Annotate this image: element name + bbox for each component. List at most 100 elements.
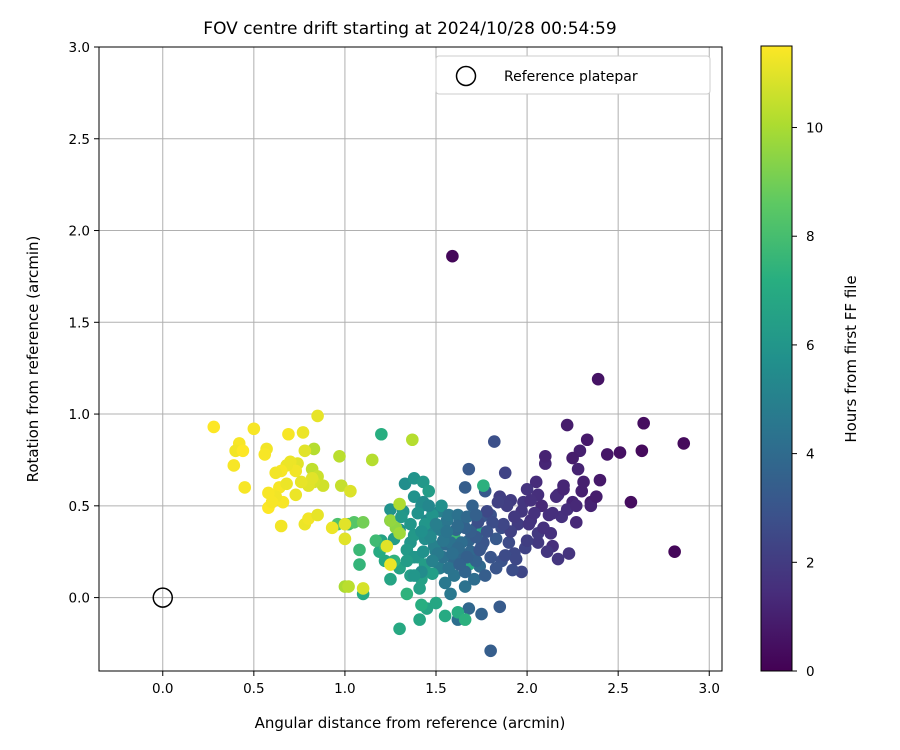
data-point (294, 475, 308, 489)
colorbar-gradient (760, 45, 793, 672)
colorbar-tick-label: 0 (806, 664, 815, 680)
data-point (487, 435, 501, 448)
data-point (560, 418, 574, 432)
data-point (477, 479, 490, 492)
data-point (584, 499, 598, 513)
y-tick-label: 1.5 (69, 315, 90, 331)
y-tick-label: 0.0 (69, 591, 90, 607)
plot-frame (98, 46, 723, 672)
data-point (489, 532, 503, 546)
data-point (551, 552, 565, 566)
colorbar-label: Hours from first FF file (842, 275, 860, 442)
data-point (384, 503, 397, 516)
data-point (462, 462, 476, 476)
data-point (296, 426, 310, 439)
data-point (668, 545, 681, 559)
x-tick-label: 1.0 (334, 681, 355, 697)
data-point (444, 587, 457, 601)
data-point (395, 510, 408, 524)
y-tick-label: 2.5 (69, 132, 90, 148)
data-point (400, 587, 414, 601)
data-point (289, 464, 303, 478)
data-point (593, 473, 607, 487)
x-tick-label: 1.5 (425, 681, 446, 697)
data-point (502, 536, 516, 549)
data-point (426, 567, 439, 581)
data-point (524, 494, 538, 507)
data-point (274, 519, 288, 533)
data-point (478, 569, 492, 582)
data-point (282, 427, 295, 441)
data-point (467, 572, 481, 586)
data-point (416, 475, 430, 489)
data-point (258, 448, 272, 461)
x-tick-label: 2.5 (607, 681, 628, 697)
data-point (289, 488, 303, 502)
y-axis-label: Rotation from reference (arcmin) (24, 236, 42, 483)
data-point (380, 539, 394, 553)
data-point (236, 444, 250, 458)
data-point (528, 506, 541, 520)
data-point (333, 449, 346, 463)
data-point (451, 519, 465, 533)
data-point (462, 602, 476, 615)
data-point (677, 437, 691, 450)
data-point (207, 420, 221, 434)
data-point (344, 484, 357, 498)
data-point (529, 475, 543, 489)
data-point (540, 545, 554, 559)
data-point (398, 477, 412, 491)
data-point (635, 444, 649, 458)
data-point (566, 451, 579, 465)
data-point (334, 479, 348, 492)
data-point (493, 600, 507, 614)
colorbar-ticks: 0 2 4 6 8 10 (792, 121, 823, 680)
data-point (393, 497, 406, 511)
data-point (422, 499, 436, 513)
data-point (429, 517, 443, 531)
data-point (473, 543, 487, 557)
data-point (480, 525, 494, 538)
data-point (298, 444, 312, 458)
data-point (424, 530, 437, 544)
data-point (484, 644, 497, 658)
data-point (353, 543, 366, 557)
data-point (438, 576, 452, 590)
data-point (356, 516, 370, 529)
x-tick-label: 2.0 (516, 681, 537, 697)
legend-marker-icon (455, 65, 477, 87)
data-point (438, 609, 452, 623)
data-point (613, 446, 627, 459)
data-point (325, 521, 339, 535)
y-tick-label: 3.0 (69, 40, 90, 56)
data-point (369, 534, 383, 547)
data-point (429, 596, 443, 610)
data-point (497, 517, 510, 531)
data-point (442, 508, 456, 522)
data-point (506, 563, 519, 577)
data-point (453, 558, 466, 571)
data-point (458, 580, 472, 593)
data-point (375, 427, 388, 441)
colorbar-tick-label: 6 (806, 338, 815, 354)
data-point (624, 495, 638, 509)
x-tick-label: 3.0 (699, 681, 720, 697)
data-point (562, 547, 576, 560)
data-point (407, 569, 421, 582)
x-axis-ticks: 0.0 0.5 1.0 1.5 2.0 2.5 3.0 (152, 671, 720, 697)
data-point (407, 490, 421, 503)
x-tick-label: 0.5 (243, 681, 264, 697)
legend-label: Reference platepar (504, 69, 638, 85)
data-point (406, 433, 419, 447)
data-point (269, 466, 282, 480)
data-point (247, 422, 261, 436)
data-point (458, 481, 472, 494)
data-point (537, 521, 550, 535)
data-point (356, 582, 370, 595)
legend-box (435, 55, 711, 95)
data-point (509, 552, 523, 566)
data-point (342, 580, 355, 593)
data-point (365, 453, 379, 467)
data-point (580, 433, 594, 447)
